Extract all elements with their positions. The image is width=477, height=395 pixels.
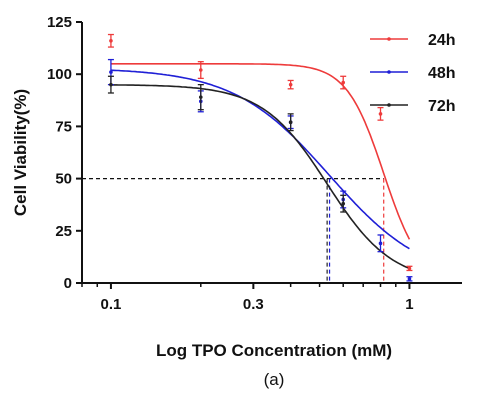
- axes: 0 25 50 75 100 125 0.1 0.3 1: [47, 14, 462, 313]
- legend: 24h 48h 72h: [370, 32, 456, 115]
- fit-curve-72h: [110, 84, 410, 270]
- data-point-72h: [287, 113, 294, 132]
- y-tick-label: 50: [55, 171, 72, 188]
- legend-item-48h: 48h: [370, 65, 456, 82]
- legend-label: 48h: [428, 65, 456, 82]
- data-point-24h: [197, 61, 204, 80]
- legend-item-72h: 72h: [370, 98, 456, 115]
- point-marker: [378, 112, 383, 116]
- point-marker: [198, 68, 203, 72]
- point-marker: [407, 266, 412, 271]
- figure-caption: (a): [264, 370, 285, 389]
- data-point-72h: [107, 75, 114, 94]
- data-point-24h: [107, 33, 114, 48]
- y-tick-label: 0: [64, 275, 72, 292]
- y-axis-title: Cell Viability(%): [11, 89, 30, 216]
- x-tick-label: 0.3: [243, 296, 264, 313]
- y-tick-label: 125: [47, 14, 72, 31]
- point-marker: [341, 80, 346, 85]
- y-tick-label: 100: [47, 66, 72, 83]
- x-tick-label: 1: [405, 296, 413, 313]
- legend-label: 72h: [428, 98, 456, 115]
- data-point-72h: [340, 194, 347, 213]
- point-marker: [198, 95, 203, 99]
- data-point-72h: [197, 83, 204, 111]
- point-marker: [288, 120, 293, 125]
- point-marker: [341, 201, 346, 206]
- legend-marker: [387, 70, 391, 74]
- data-point-48h: [377, 234, 384, 253]
- legend-label: 24h: [428, 32, 456, 49]
- legend-item-24h: 24h: [370, 32, 456, 49]
- y-tick-label: 25: [55, 223, 72, 240]
- y-tick-label: 75: [55, 118, 72, 135]
- data-point-24h: [287, 79, 294, 90]
- data-point-24h: [406, 265, 413, 272]
- legend-marker: [387, 37, 391, 41]
- data-point-48h: [406, 276, 413, 282]
- point-marker: [109, 82, 113, 87]
- fit-curve-48h: [110, 69, 410, 250]
- point-marker: [407, 277, 412, 281]
- legend-marker: [387, 103, 391, 107]
- reference-lines: [82, 178, 385, 283]
- point-marker: [288, 82, 293, 87]
- data-points: [107, 33, 413, 282]
- x-axis-title: Log TPO Concentration (mM): [156, 341, 392, 360]
- fit-curves: [110, 62, 411, 270]
- point-marker: [109, 38, 113, 43]
- data-point-24h: [377, 106, 384, 121]
- fit-curve-24h: [110, 62, 411, 240]
- x-tick-label: 0.1: [100, 296, 121, 313]
- point-marker: [109, 70, 113, 74]
- data-point-24h: [340, 75, 347, 90]
- point-marker: [378, 241, 383, 246]
